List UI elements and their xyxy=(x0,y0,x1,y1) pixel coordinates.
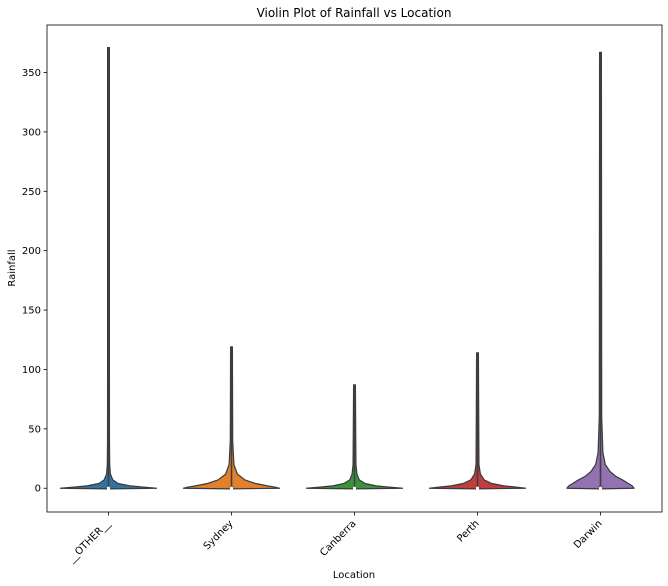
chart-title: Violin Plot of Rainfall vs Location xyxy=(257,6,452,20)
x-tick-label: Canberra xyxy=(318,518,358,558)
x-tick-label: __OTHER__ xyxy=(65,518,113,566)
y-tick-label: 350 xyxy=(22,68,41,79)
y-tick-label: 100 xyxy=(22,365,41,376)
y-tick-label: 200 xyxy=(22,246,41,257)
median-point xyxy=(598,486,603,490)
x-axis-label: Location xyxy=(333,570,375,581)
y-axis-label: Rainfall xyxy=(7,249,18,286)
y-tick-label: 0 xyxy=(35,484,41,495)
y-tick-label: 250 xyxy=(22,187,41,198)
y-tick-label: 150 xyxy=(22,306,41,317)
x-tick-label: Sydney xyxy=(202,518,236,552)
median-point xyxy=(229,486,234,490)
median-point xyxy=(475,486,480,490)
x-tick-label: Perth xyxy=(455,518,481,544)
median-point xyxy=(352,486,357,490)
plot-area: 0 50 100 150 200 250 300 350 __OTHER__ Sydney Canb… xyxy=(22,24,663,566)
x-tick-label: Darwin xyxy=(572,518,605,551)
y-tick-label: 300 xyxy=(22,127,41,138)
median-point xyxy=(106,486,111,490)
y-tick-label: 50 xyxy=(28,424,41,435)
